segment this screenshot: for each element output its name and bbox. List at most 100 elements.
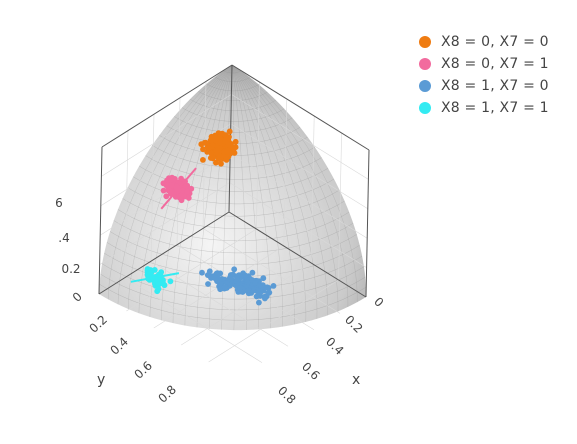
data-point	[252, 280, 258, 286]
grid-line	[202, 228, 341, 314]
grid-line	[283, 98, 288, 247]
x-tick-label: 0.4	[323, 334, 346, 357]
x-tick-label: 0.6	[299, 359, 322, 382]
data-point	[265, 290, 272, 297]
data-point	[184, 188, 190, 195]
grid-line	[230, 123, 368, 210]
surface-mesh-line	[145, 155, 322, 180]
surface-mesh-line	[231, 64, 339, 312]
data-point	[183, 183, 189, 190]
y-axis-title: y	[97, 372, 105, 388]
z-tick-label: .4	[58, 231, 69, 245]
legend-marker-icon	[419, 58, 431, 70]
data-point	[260, 275, 267, 282]
grid-line	[124, 277, 263, 363]
fit-line	[211, 274, 264, 292]
x-axis-title: x	[352, 372, 360, 388]
data-point	[163, 193, 170, 200]
surface-mesh-line	[214, 76, 250, 82]
data-point	[222, 284, 229, 291]
data-point	[200, 157, 206, 163]
data-point	[168, 177, 175, 183]
data-point	[207, 155, 214, 161]
y-tick-label: 0.6	[132, 358, 156, 381]
grid-line	[124, 130, 129, 278]
surface-mesh-line	[100, 273, 366, 311]
axis-edge-line	[98, 146, 103, 295]
grid-line	[231, 94, 369, 180]
surface-mesh-line	[231, 64, 358, 303]
data-point	[155, 286, 162, 292]
surface-mesh-line	[174, 116, 293, 133]
grid-line	[150, 114, 155, 262]
data-point	[206, 145, 212, 151]
data-point	[167, 278, 174, 285]
surface-mesh-line	[113, 220, 354, 254]
data-point	[200, 146, 206, 153]
surface-mesh-line	[189, 99, 277, 111]
legend-item[interactable]: X8 = 1, X7 = 0	[413, 75, 549, 97]
data-point	[212, 137, 219, 144]
data-point	[217, 139, 223, 146]
surface-mesh-line	[231, 64, 318, 319]
data-point	[216, 152, 222, 159]
axis-edge-line	[101, 64, 233, 148]
surface-mesh-line	[231, 64, 295, 325]
axis-edge-line	[365, 149, 370, 298]
data-point	[226, 128, 233, 135]
x-axis-line	[228, 211, 367, 298]
data-point	[249, 269, 256, 276]
data-point	[160, 187, 167, 194]
grid-line	[256, 81, 260, 230]
data-point	[255, 290, 262, 296]
surface-mesh-line	[231, 64, 283, 327]
legend: X8 = 0, X7 = 0 X8 = 0, X7 = 1 X8 = 1, X7…	[413, 31, 549, 119]
grid-line	[101, 94, 232, 177]
y-tick-label: 0	[70, 289, 85, 304]
legend-item[interactable]: X8 = 1, X7 = 1	[413, 97, 549, 119]
x-tick-label: 0.8	[275, 383, 298, 406]
legend-item[interactable]: X8 = 0, X7 = 1	[413, 53, 549, 75]
surface-mesh-line	[198, 91, 268, 101]
surface-mesh-line	[127, 187, 340, 217]
legend-marker-icon	[419, 80, 431, 92]
x-tick-label: 0.2	[342, 312, 365, 335]
x-tick-label: 0	[371, 294, 386, 309]
axis-grid	[98, 64, 370, 363]
grid-line	[230, 152, 368, 239]
fit-lines	[130, 145, 264, 292]
surface-mesh-line	[231, 64, 328, 316]
legend-marker-icon	[419, 102, 431, 114]
data-point	[214, 147, 221, 154]
grid-line	[176, 97, 181, 245]
data-point	[270, 283, 277, 289]
grid-line	[181, 262, 312, 346]
fit-line	[130, 272, 180, 283]
data-point	[199, 269, 205, 276]
surface-mesh-line	[104, 253, 363, 289]
y-tick-label: 0.2	[87, 312, 111, 335]
surface-mesh-line	[181, 107, 285, 122]
grid-line	[99, 182, 230, 265]
y-tick-label: 0.4	[108, 334, 132, 357]
surface-mesh-line	[231, 64, 235, 331]
surface-mesh-line	[152, 145, 315, 168]
data-point	[256, 299, 262, 306]
grid-line	[150, 260, 289, 347]
data-point	[234, 274, 241, 281]
z-tick-label: 0.2	[61, 262, 80, 276]
legend-label: X8 = 0, X7 = 1	[441, 56, 549, 72]
data-point	[164, 177, 170, 184]
z-tick-label: 6	[55, 196, 63, 210]
legend-item[interactable]: X8 = 0, X7 = 0	[413, 31, 549, 53]
legend-label: X8 = 0, X7 = 0	[441, 34, 549, 50]
surface-mesh-line	[122, 198, 345, 229]
fit-line	[215, 145, 226, 149]
data-point	[178, 193, 184, 200]
grid-line	[338, 132, 342, 281]
sphere-surface	[99, 64, 367, 331]
data-point	[224, 147, 231, 154]
sphere-surface-shape	[99, 65, 367, 331]
surface-mesh-line	[101, 263, 365, 300]
